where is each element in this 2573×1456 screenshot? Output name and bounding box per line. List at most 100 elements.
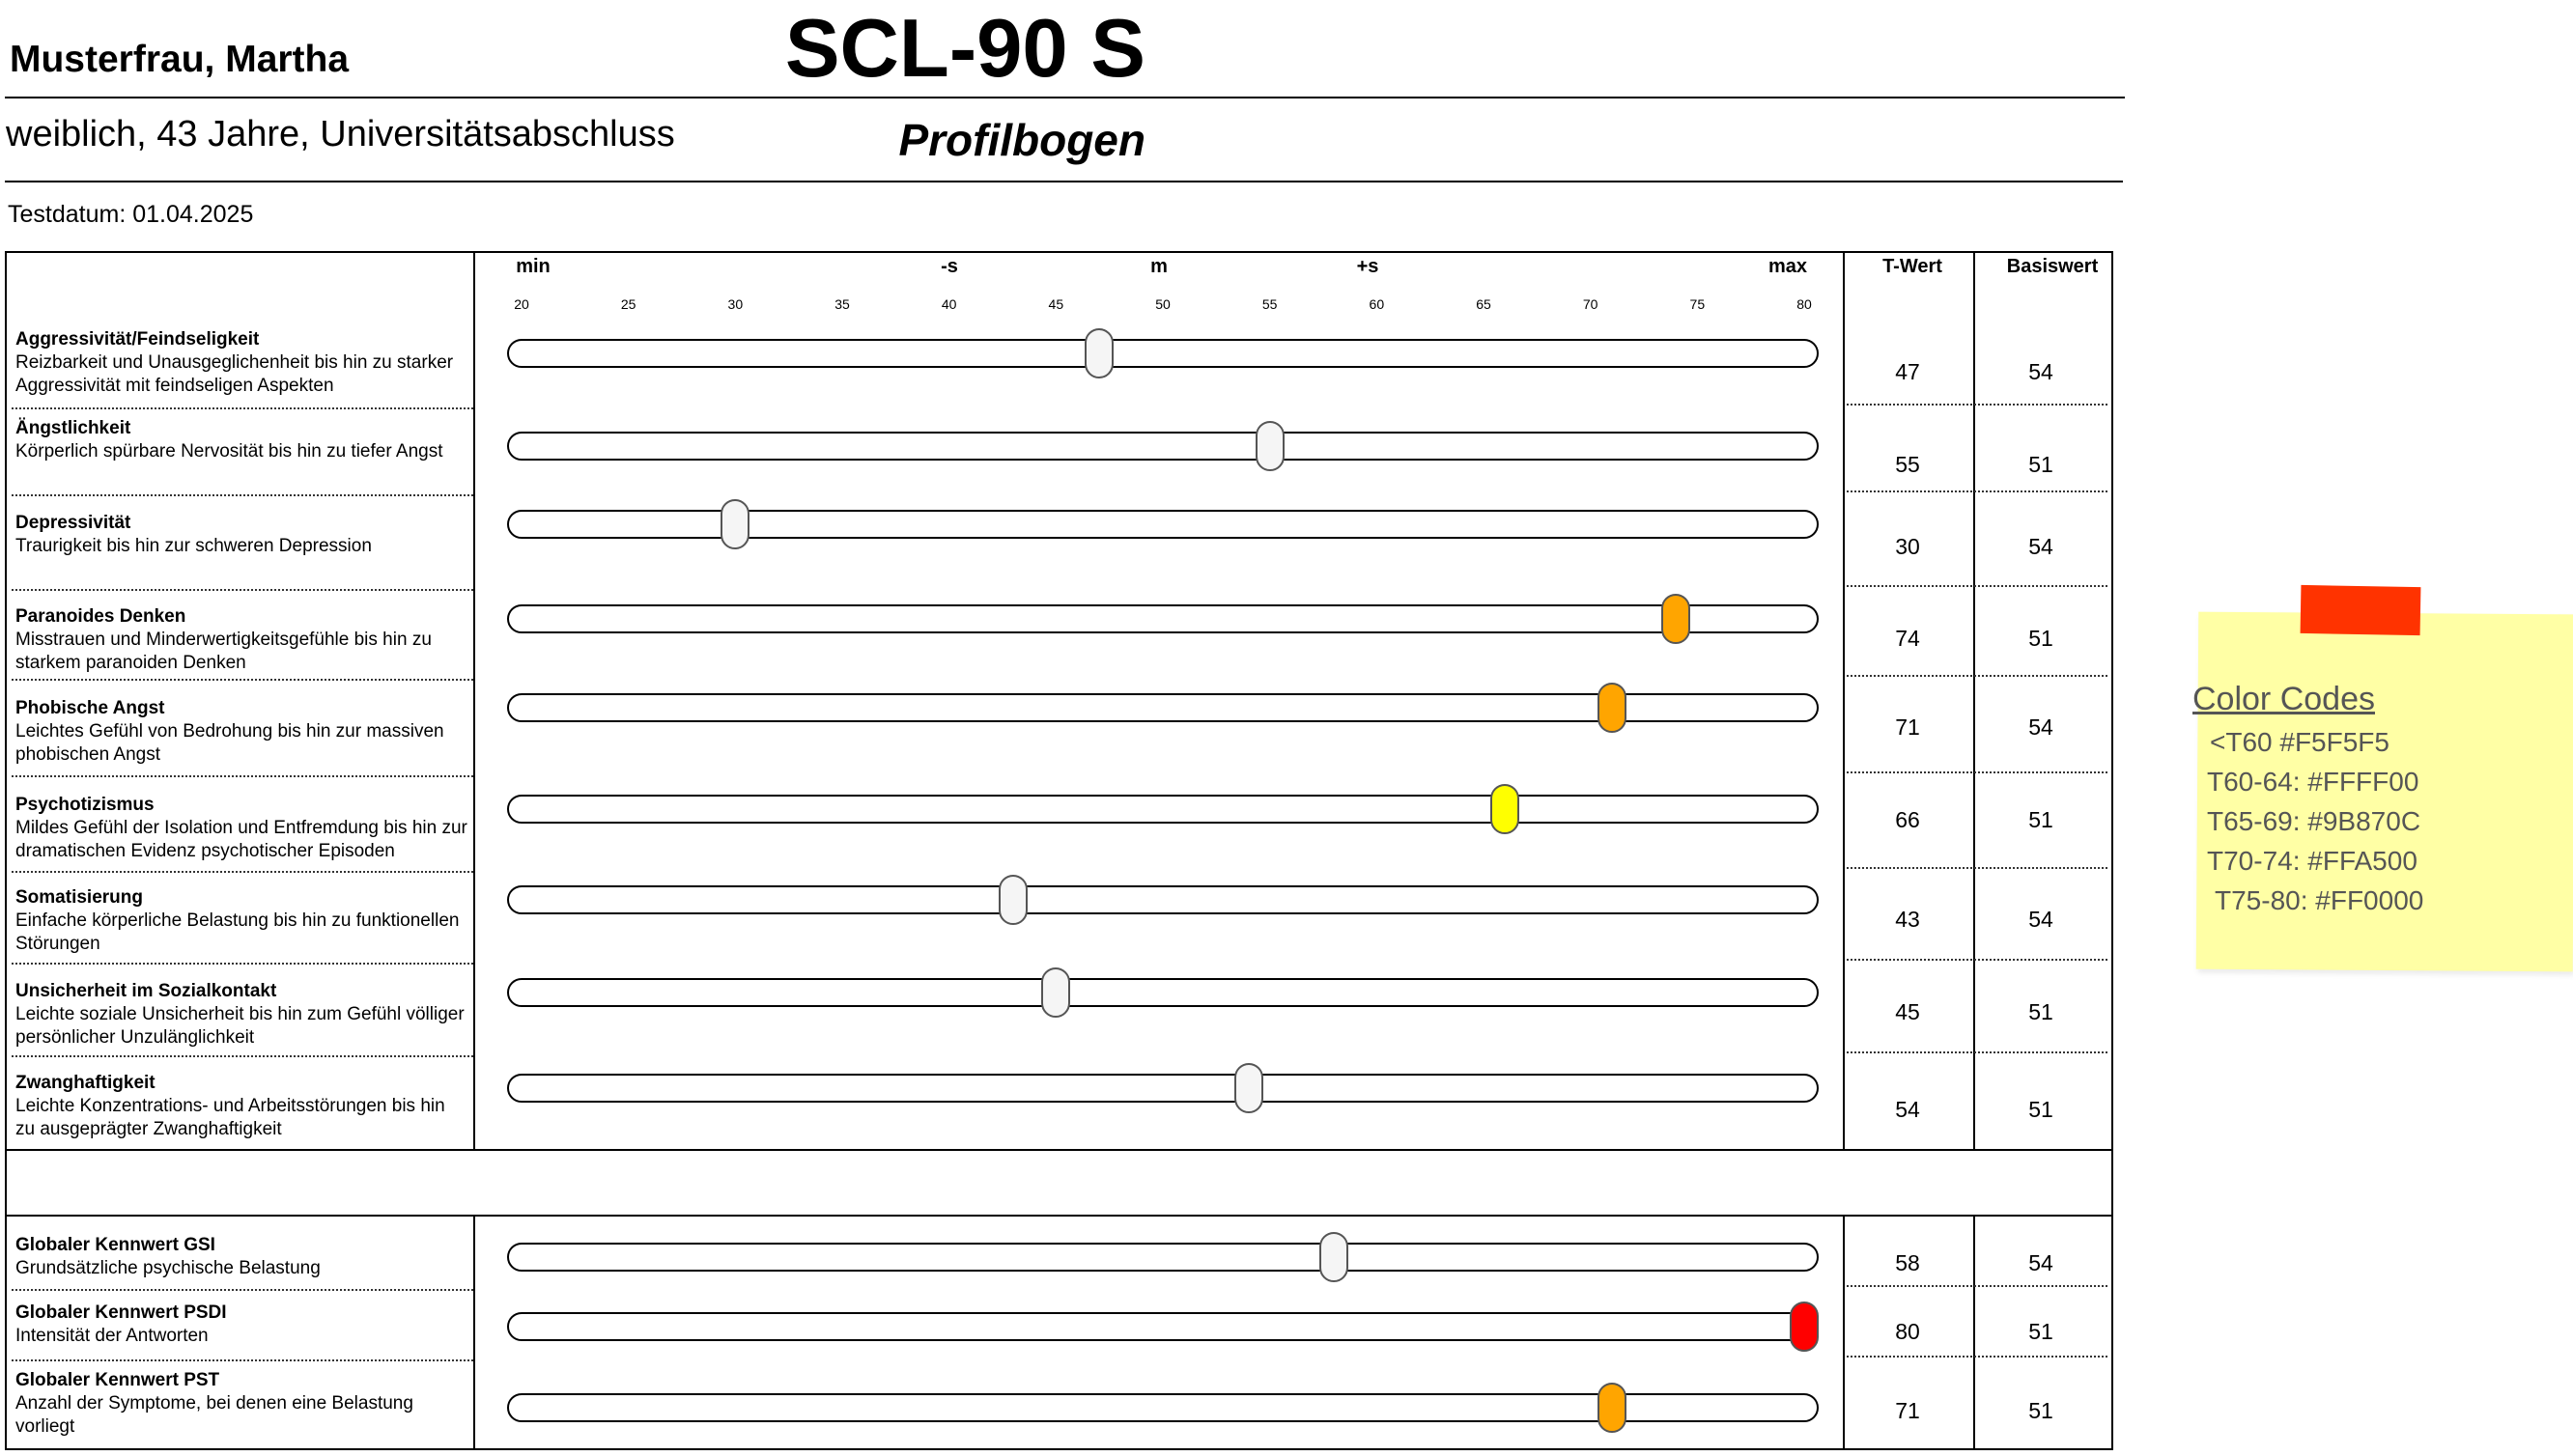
base-column-divider bbox=[1973, 251, 1975, 1149]
scales-slider-track[interactable] bbox=[507, 339, 1819, 368]
form-title: SCL-90 S bbox=[784, 3, 1145, 95]
scales-slider-track[interactable] bbox=[507, 510, 1819, 539]
scales-slider-knob[interactable] bbox=[1597, 683, 1626, 733]
scales-title: Unsicherheit im Sozialkontakt bbox=[15, 981, 277, 1001]
scales-title: Ängstlichkeit bbox=[15, 418, 131, 438]
globals-slider-knob[interactable] bbox=[1790, 1302, 1819, 1352]
scales-title: Phobische Angst bbox=[15, 698, 165, 718]
globals-title: Globaler Kennwert GSI bbox=[15, 1235, 215, 1255]
scales-description: Leichte soziale Unsicherheit bis hin zum… bbox=[15, 1004, 465, 1048]
scale-tick-label: 70 bbox=[1582, 296, 1598, 312]
scales-row-separator bbox=[12, 679, 473, 681]
sticky-tape bbox=[2300, 584, 2421, 636]
scales-title: Zwanghaftigkeit bbox=[15, 1073, 156, 1093]
scales-row-separator bbox=[12, 407, 473, 409]
globals-title: Globaler Kennwert PSDI bbox=[15, 1302, 227, 1323]
scale-marker: max bbox=[1767, 256, 1808, 277]
scales-t-value: 45 bbox=[1895, 999, 1920, 1024]
header-divider-2 bbox=[5, 181, 2123, 182]
color-code-entry: T65-69: #9B870C bbox=[2207, 806, 2421, 836]
globals-row-separator-values bbox=[1847, 1356, 2107, 1358]
scales-slider-track[interactable] bbox=[507, 604, 1819, 633]
globals-t-value: 71 bbox=[1895, 1398, 1920, 1423]
patient-name: Musterfrau, Martha bbox=[10, 39, 350, 80]
globals-row-separator-values bbox=[1847, 1285, 2107, 1287]
scales-slider-track[interactable] bbox=[507, 885, 1819, 914]
scale-tick-label: 25 bbox=[620, 296, 636, 312]
scales-slider-knob[interactable] bbox=[1233, 1063, 1263, 1113]
scale-tick-label: 40 bbox=[941, 296, 957, 312]
scales-description: Leichte Konzentrations- und Arbeitsstöru… bbox=[15, 1096, 445, 1139]
scales-row-separator-values bbox=[1847, 867, 2107, 869]
scales-row-separator bbox=[12, 963, 473, 965]
scale-marker: +s bbox=[1356, 256, 1379, 277]
tvalue-column-divider-globals bbox=[1843, 1215, 1845, 1450]
base-column-divider-globals bbox=[1973, 1215, 1975, 1450]
scales-row-separator-values bbox=[1847, 404, 2107, 406]
globals-slider-knob[interactable] bbox=[1319, 1232, 1349, 1282]
profile-table bbox=[5, 251, 2113, 1450]
scale-marker: m bbox=[1150, 256, 1168, 277]
scales-t-value: 54 bbox=[1895, 1097, 1920, 1122]
scales-row-separator-values bbox=[1847, 771, 2107, 773]
scales-slider-track[interactable] bbox=[507, 795, 1819, 824]
scales-slider-track[interactable] bbox=[507, 432, 1819, 461]
globals-description: Intensität der Antworten bbox=[15, 1326, 209, 1346]
scales-t-value: 74 bbox=[1895, 626, 1920, 651]
globals-slider-track[interactable] bbox=[507, 1312, 1819, 1341]
tvalue-column-divider bbox=[1843, 251, 1845, 1149]
scale-tick-label: 55 bbox=[1261, 296, 1278, 312]
scales-slider-track[interactable] bbox=[507, 1074, 1819, 1103]
scales-base-value: 54 bbox=[2028, 534, 2053, 559]
scales-slider-knob[interactable] bbox=[999, 875, 1029, 925]
base-column-header: Basiswert bbox=[2006, 256, 2099, 277]
scale-marker: min bbox=[516, 256, 551, 277]
scales-row-separator-values bbox=[1847, 675, 2107, 677]
scales-row-separator-values bbox=[1847, 490, 2107, 492]
label-column-divider bbox=[473, 251, 475, 1149]
scales-base-value: 51 bbox=[2028, 807, 2053, 832]
label-column-divider-globals bbox=[473, 1215, 475, 1450]
color-code-entry: <T60 #F5F5F5 bbox=[2210, 727, 2389, 757]
scales-t-value: 66 bbox=[1895, 807, 1920, 832]
test-date: Testdatum: 01.04.2025 bbox=[8, 201, 254, 228]
scales-base-value: 54 bbox=[2028, 907, 2053, 932]
scales-row-separator-values bbox=[1847, 1051, 2107, 1053]
scales-slider-track[interactable] bbox=[507, 978, 1819, 1007]
scales-t-value: 47 bbox=[1895, 359, 1920, 384]
globals-slider-track[interactable] bbox=[507, 1243, 1819, 1272]
scales-title: Paranoides Denken bbox=[15, 606, 186, 627]
form-subtitle: Profilbogen bbox=[898, 115, 1145, 165]
scale-tick-label: 75 bbox=[1689, 296, 1706, 312]
globals-t-value: 80 bbox=[1895, 1319, 1920, 1344]
globals-t-value: 58 bbox=[1895, 1250, 1920, 1275]
scales-title: Aggressivität/Feindseligkeit bbox=[15, 329, 260, 350]
patient-demographics: weiblich, 43 Jahre, Universitätsabschlus… bbox=[6, 114, 675, 154]
globals-description: Anzahl der Symptome, bei denen eine Bela… bbox=[15, 1393, 413, 1437]
scale-tick-label: 60 bbox=[1369, 296, 1385, 312]
color-codes-heading: Color Codes bbox=[2192, 681, 2375, 717]
spacer-row-bottom bbox=[5, 1215, 2113, 1217]
header-divider-1 bbox=[5, 97, 2125, 98]
scales-slider-knob[interactable] bbox=[1255, 421, 1285, 471]
scales-slider-knob[interactable] bbox=[1490, 784, 1520, 834]
scales-row-separator-values bbox=[1847, 585, 2107, 587]
globals-row-separator bbox=[12, 1289, 473, 1291]
scales-slider-knob[interactable] bbox=[1084, 328, 1114, 378]
scales-title: Somatisierung bbox=[15, 887, 143, 908]
scales-slider-knob[interactable] bbox=[1041, 967, 1071, 1018]
scales-slider-knob[interactable] bbox=[721, 499, 750, 549]
scales-row-separator bbox=[12, 494, 473, 496]
globals-slider-knob[interactable] bbox=[1597, 1383, 1626, 1433]
scales-base-value: 51 bbox=[2028, 999, 2053, 1024]
globals-row-separator bbox=[12, 1359, 473, 1361]
globals-description: Grundsätzliche psychische Belastung bbox=[15, 1258, 321, 1278]
scale-tick-label: 35 bbox=[834, 296, 850, 312]
scales-title: Psychotizismus bbox=[15, 795, 155, 815]
scales-base-value: 51 bbox=[2028, 1097, 2053, 1122]
scales-base-value: 51 bbox=[2028, 452, 2053, 477]
scales-description: Mildes Gefühl der Isolation und Entfremd… bbox=[15, 818, 467, 861]
scales-slider-knob[interactable] bbox=[1661, 594, 1691, 644]
globals-base-value: 51 bbox=[2028, 1398, 2053, 1423]
scales-row-separator-values bbox=[1847, 959, 2107, 961]
